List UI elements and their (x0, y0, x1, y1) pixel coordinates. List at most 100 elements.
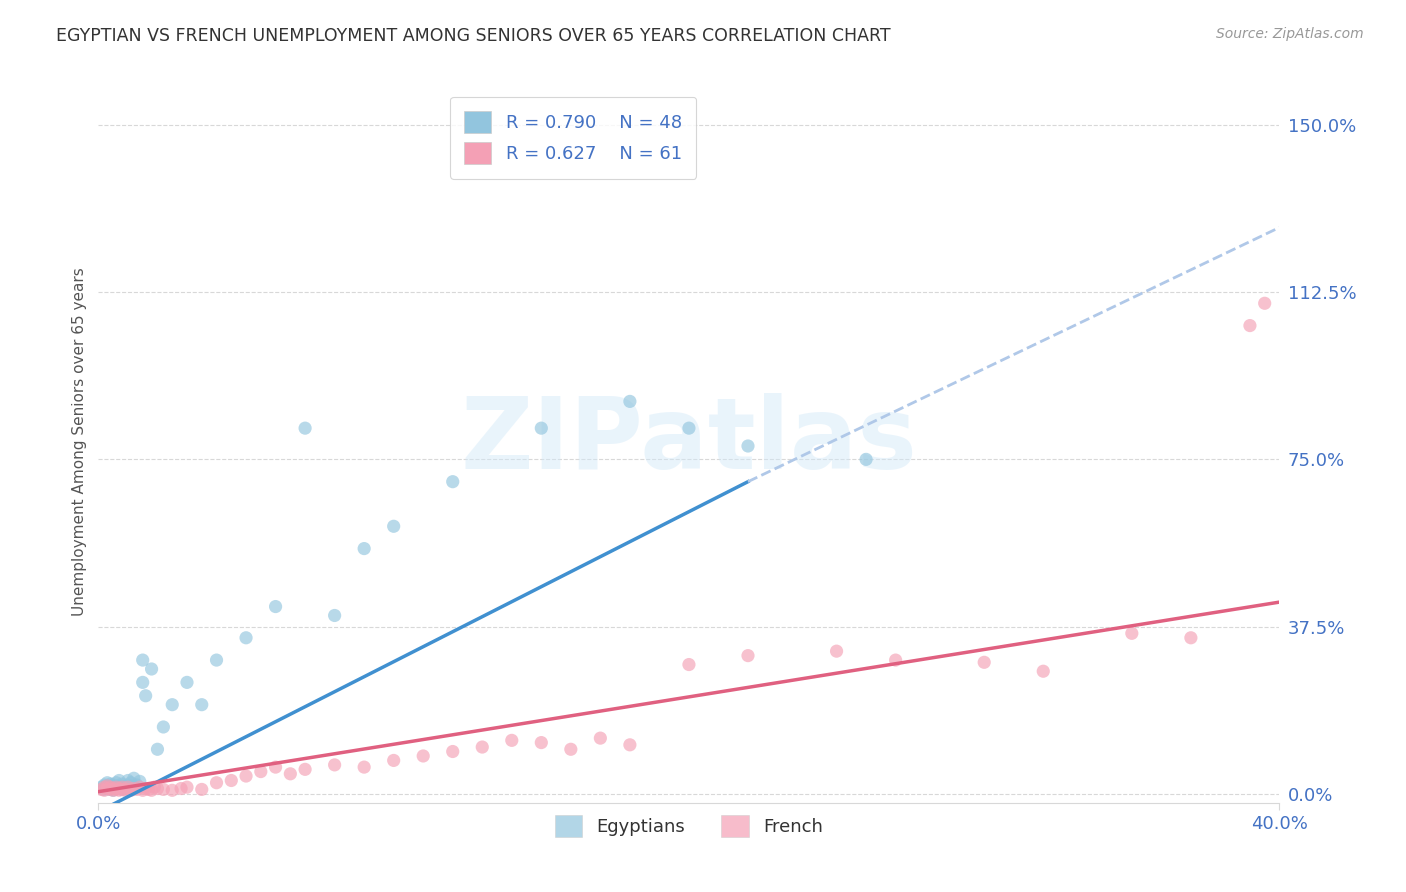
Point (1239, 318, 1261, 333)
Point (98, 777, 121, 791)
Point (98, 780, 121, 795)
Point (294, 421, 316, 435)
Point (111, 777, 134, 791)
Point (114, 780, 136, 795)
Point (250, 764, 273, 779)
Point (264, 760, 287, 774)
Point (170, 781, 193, 796)
Point (108, 779, 131, 793)
Point (884, 653, 907, 667)
Point (103, 781, 125, 796)
Point (973, 655, 995, 669)
Point (111, 780, 134, 795)
Point (128, 774, 150, 789)
Point (105, 776, 128, 790)
Point (619, 394, 641, 409)
Point (93, 783, 115, 797)
Point (152, 782, 174, 797)
Point (412, 749, 434, 764)
Point (117, 780, 139, 795)
Point (1180, 631, 1202, 645)
Point (589, 731, 612, 746)
Point (135, 781, 157, 796)
Point (132, 653, 155, 667)
Text: ZIPatlas: ZIPatlas (461, 393, 917, 490)
Point (90, 782, 112, 797)
Point (105, 782, 128, 797)
Point (103, 778, 125, 792)
Point (122, 780, 145, 795)
Point (122, 771, 145, 786)
Point (93, 778, 115, 792)
Point (855, 452, 877, 467)
Point (132, 675, 155, 690)
Point (96, 781, 118, 796)
Point (93, 782, 115, 797)
Point (441, 744, 464, 758)
Point (111, 782, 134, 797)
Point (96, 776, 118, 790)
Point (108, 773, 131, 788)
Point (141, 783, 163, 797)
Point (191, 698, 214, 712)
Point (382, 753, 405, 767)
Point (162, 783, 183, 797)
Point (1032, 664, 1054, 679)
Point (138, 782, 160, 797)
Point (530, 421, 553, 435)
Point (560, 742, 582, 756)
Point (1254, 296, 1277, 310)
Point (135, 689, 157, 703)
Point (122, 781, 145, 796)
Point (96, 781, 118, 796)
Point (96, 779, 118, 793)
Point (98, 782, 121, 797)
Point (323, 608, 346, 623)
Point (205, 776, 228, 790)
Point (120, 776, 142, 790)
Point (117, 782, 139, 797)
Point (146, 742, 169, 756)
Point (117, 782, 139, 797)
Point (737, 439, 759, 453)
Point (105, 781, 128, 796)
Point (353, 541, 375, 556)
Point (353, 760, 375, 774)
Point (280, 767, 302, 781)
Point (441, 475, 464, 489)
Point (105, 780, 128, 795)
Point (471, 740, 494, 755)
Legend: Egyptians, French: Egyptians, French (548, 808, 830, 845)
Point (619, 738, 641, 752)
Point (152, 720, 174, 734)
Point (103, 780, 125, 795)
Point (96, 779, 118, 793)
Point (323, 758, 346, 772)
Point (176, 675, 198, 690)
Point (103, 783, 125, 797)
Point (117, 773, 139, 788)
Point (108, 783, 131, 797)
Point (90, 780, 112, 795)
Point (143, 780, 166, 795)
Text: Source: ZipAtlas.com: Source: ZipAtlas.com (1216, 27, 1364, 41)
Point (1121, 626, 1143, 640)
Y-axis label: Unemployment Among Seniors over 65 years: Unemployment Among Seniors over 65 years (72, 268, 87, 615)
Point (235, 769, 257, 783)
Point (825, 644, 848, 658)
Point (120, 783, 142, 797)
Point (146, 781, 169, 796)
Point (111, 782, 134, 797)
Point (176, 780, 198, 795)
Point (678, 421, 700, 435)
Point (125, 778, 148, 792)
Point (128, 780, 150, 795)
Point (501, 733, 523, 747)
Point (221, 773, 243, 788)
Point (114, 783, 136, 797)
Point (117, 778, 139, 792)
Point (93, 780, 115, 795)
Point (294, 762, 316, 776)
Point (264, 599, 287, 614)
Point (98, 782, 121, 797)
